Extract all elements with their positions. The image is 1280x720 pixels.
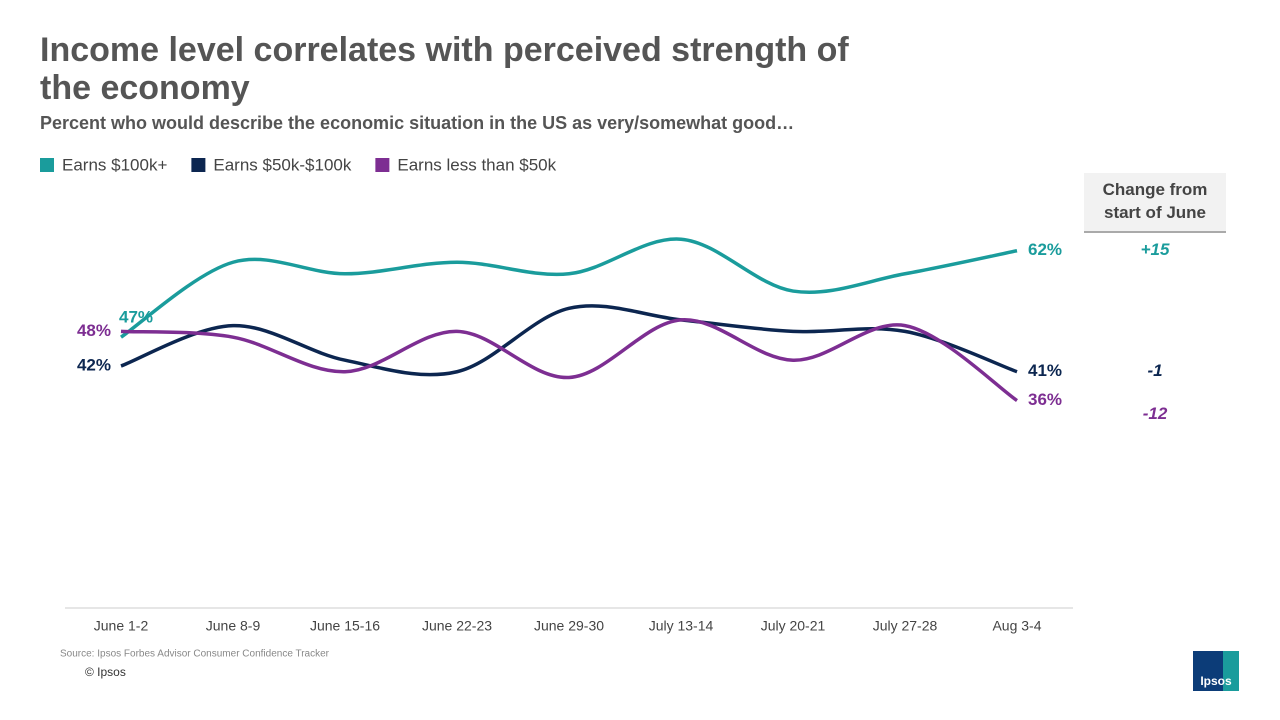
logo: Ipsos: [1200, 674, 1232, 688]
data-label: 62%: [1028, 240, 1062, 259]
x-tick-label: June 1-2: [94, 618, 149, 634]
data-label: 47%: [119, 308, 153, 327]
text-line: Income level correlates with perceived s…: [40, 31, 849, 69]
legend-label: Earns $50k-$100k: [213, 155, 351, 174]
subtitle: Percent who would describe the economic …: [40, 113, 794, 133]
legend-swatch: [375, 158, 390, 172]
series-line: [120, 237, 1018, 339]
data-label: 48%: [77, 321, 111, 340]
text-line: Change from: [1103, 180, 1208, 199]
x-tick-label: July 20-21: [761, 618, 826, 634]
title-line-1: Income level correlates with perceived s…: [40, 31, 849, 107]
change-header: Change from start of June: [1103, 180, 1208, 222]
series-line: [120, 304, 1018, 377]
source: Source: Ipsos Forbes Advisor Consumer Co…: [60, 649, 330, 660]
legend-label: Earns $100k+: [62, 155, 167, 174]
data-label: 42%: [77, 355, 111, 374]
x-tick-label: July 27-28: [873, 618, 938, 634]
x-tick-label: Aug 3-4: [992, 618, 1041, 634]
legend-swatch: [191, 158, 206, 172]
legend-label: Earns less than $50k: [397, 155, 556, 174]
data-label: 41%: [1028, 361, 1062, 380]
change-label: -12: [1143, 404, 1168, 423]
legend-swatch: [40, 158, 54, 172]
change-header-bg: [1084, 173, 1226, 231]
logo-bg-2: [1193, 651, 1223, 691]
data-label: 36%: [1028, 390, 1062, 409]
change-label: -1: [1147, 361, 1162, 380]
x-tick-label: July 13-14: [649, 618, 714, 634]
series-line: [120, 318, 1018, 403]
change-label: +15: [1141, 240, 1170, 259]
text-line: the economy: [40, 69, 250, 107]
x-tick-label: June 15-16: [310, 618, 380, 634]
text-line: start of June: [1104, 203, 1206, 222]
x-tick-label: June 29-30: [534, 618, 604, 634]
x-tick-label: June 8-9: [206, 618, 261, 634]
x-tick-label: June 22-23: [422, 618, 492, 634]
copyright: © Ipsos: [85, 665, 126, 679]
